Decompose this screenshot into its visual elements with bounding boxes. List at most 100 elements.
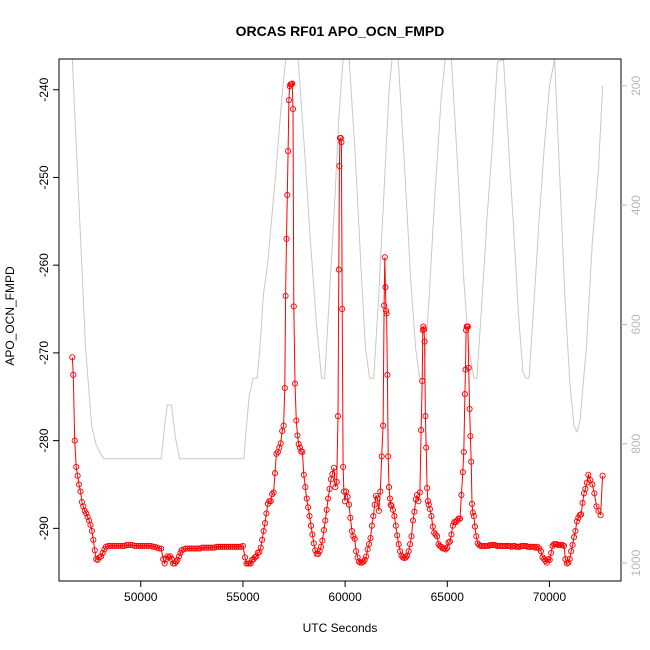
data-point [253, 553, 260, 560]
data-point [299, 448, 306, 456]
data-point [317, 543, 325, 550]
data-point [115, 542, 122, 549]
data-point [418, 427, 425, 434]
data-point [431, 529, 438, 536]
data-point [424, 484, 431, 492]
data-point [566, 556, 573, 563]
data-point [288, 81, 295, 88]
y-tick-label: -270 [37, 341, 51, 365]
data-point [534, 543, 541, 550]
data-point [394, 532, 401, 539]
data-point [107, 542, 114, 549]
data-point [305, 504, 312, 511]
data-point [221, 543, 228, 550]
data-point [225, 543, 232, 550]
data-point [281, 384, 288, 392]
data-point [276, 444, 283, 451]
data-point [273, 450, 280, 457]
data-point [576, 512, 583, 519]
data-point [302, 484, 309, 491]
data-point [104, 542, 112, 549]
data-point [347, 514, 354, 521]
data-point [389, 506, 396, 513]
data-point [361, 556, 368, 563]
data-point [335, 266, 342, 273]
data-point [111, 542, 118, 549]
data-point [462, 366, 469, 373]
data-point [565, 559, 572, 566]
data-point [322, 517, 329, 524]
data-point [194, 545, 202, 552]
data-point [407, 541, 414, 548]
y-axis-label: APO_OCN_FMPD [3, 266, 17, 366]
y-tick-label: -250 [37, 165, 51, 189]
data-point [419, 377, 426, 385]
data-point [199, 544, 206, 551]
data-point [284, 191, 291, 199]
data-point [341, 498, 348, 505]
data-point [365, 541, 373, 548]
data-point [589, 481, 596, 488]
data-point [84, 513, 91, 521]
data-point [300, 471, 307, 478]
data-point [295, 441, 302, 448]
data-point [259, 536, 266, 543]
data-point [74, 472, 81, 479]
data-point [306, 513, 313, 520]
data-point [303, 495, 310, 502]
x-tick-label: 55000 [226, 590, 260, 604]
data-point [445, 539, 452, 546]
data-point [186, 545, 193, 552]
data-point [91, 547, 98, 554]
data-point [381, 254, 388, 261]
data-point [131, 542, 138, 549]
data-point [563, 560, 570, 567]
data-point [388, 502, 395, 509]
data-point [329, 470, 336, 478]
data-point [382, 284, 389, 291]
data-point [559, 541, 566, 549]
data-point [223, 543, 230, 550]
data-point [460, 448, 467, 456]
data-point [323, 506, 330, 513]
data-point [125, 541, 132, 549]
data-point [277, 440, 284, 447]
data-point [579, 499, 586, 506]
data-point [424, 498, 431, 505]
data-point [343, 488, 350, 495]
data-point [256, 548, 263, 556]
data-point [270, 489, 277, 496]
data-point [387, 501, 394, 508]
data-point [156, 545, 163, 552]
data-point [190, 545, 197, 552]
data-point [119, 542, 126, 549]
data-point [98, 553, 105, 560]
data-point [127, 541, 134, 549]
data-point [70, 371, 77, 378]
data-point [408, 533, 415, 540]
data-point [267, 498, 274, 505]
data-point [88, 527, 95, 535]
right-tick-label: 1000 [629, 549, 643, 576]
data-point [411, 508, 418, 515]
data-point [371, 501, 378, 508]
right-tick-label: 200 [629, 76, 643, 96]
y-tick-label: -290 [37, 516, 51, 540]
data-point [251, 554, 259, 561]
data-point [83, 510, 90, 517]
data-point [285, 97, 292, 104]
data-point [344, 493, 351, 500]
data-point [382, 307, 390, 314]
data-point [289, 105, 297, 113]
data-point [370, 513, 377, 520]
data-point [137, 542, 144, 549]
data-point [429, 523, 436, 530]
data-point [386, 495, 393, 502]
data-point [294, 432, 301, 439]
data-point [182, 545, 189, 552]
data-point [548, 549, 555, 556]
y-axis: -290 -280 -270 -260 -250 -240 [37, 77, 59, 540]
data-point [139, 542, 146, 549]
data-point [203, 544, 210, 551]
data-point [135, 542, 142, 549]
